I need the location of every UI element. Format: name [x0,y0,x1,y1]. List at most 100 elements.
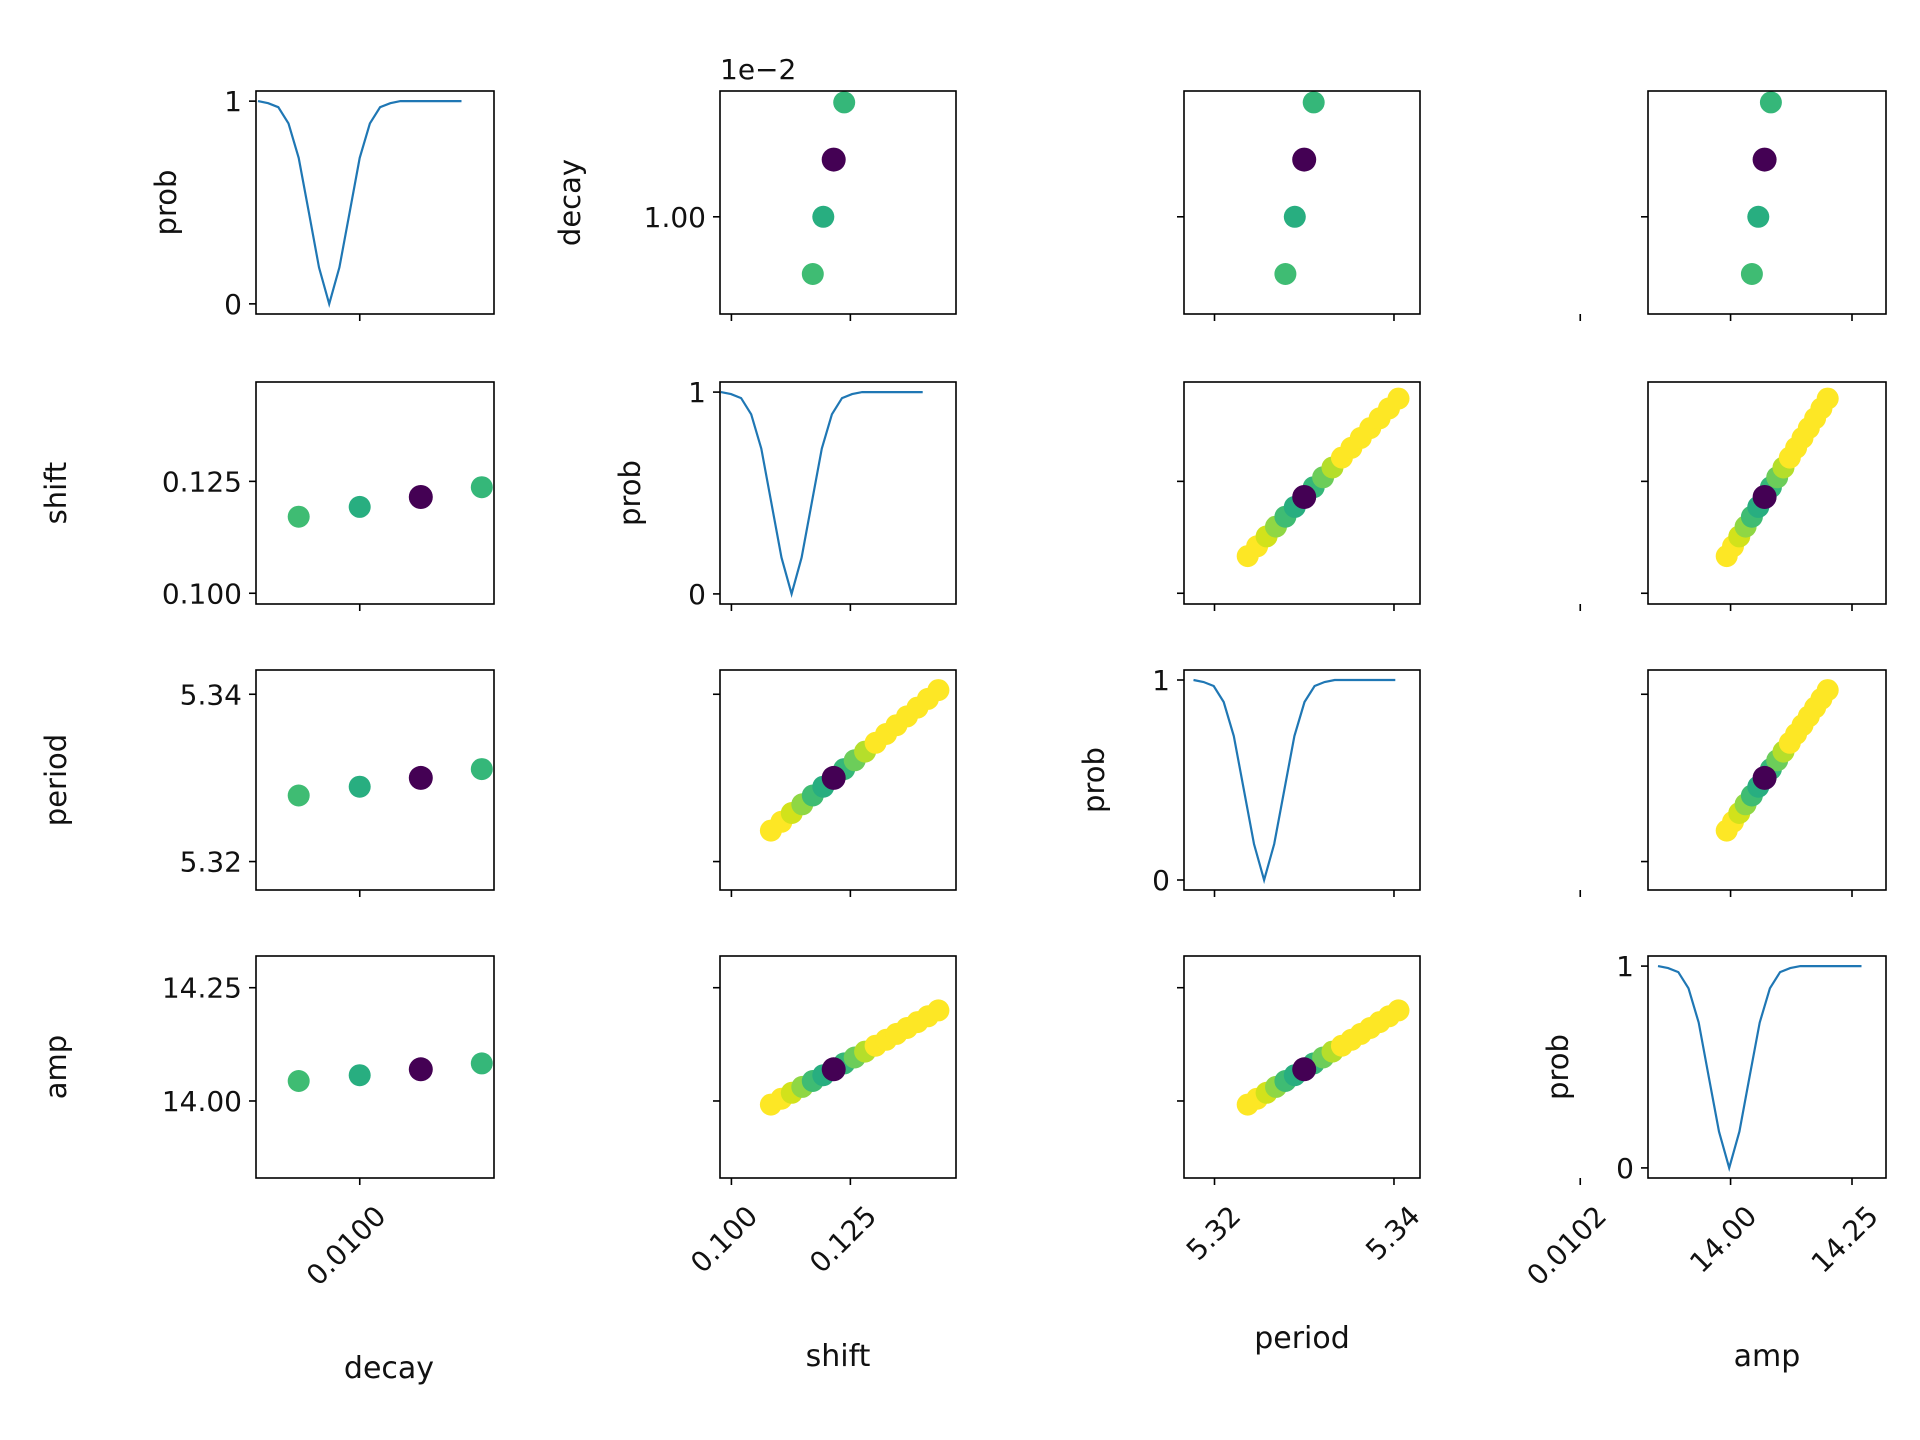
axes-frame [255,669,495,891]
sample-point [1274,263,1297,285]
sample-point [348,775,371,798]
x-tick-label: 14.25 [1805,1199,1885,1279]
y-tick-label: 0 [224,288,242,321]
sample-point [812,205,835,228]
subplot-r0-c3 [1641,90,1887,321]
axes-frame [1647,90,1887,315]
sample-point [1387,387,1410,410]
y-tick-label: 0 [1616,1152,1634,1185]
best-point [821,1057,846,1082]
sample-point [1302,91,1325,114]
y-tick-label: 1 [224,85,242,118]
prob-curve-amp [1657,964,1862,1172]
sample-point [1816,679,1839,702]
y-tick-label: 14.00 [162,1085,242,1118]
axes-frame [1647,955,1887,1179]
axes-frame [719,381,957,605]
sample-point [927,999,950,1022]
y-tick-label: 14.25 [162,972,242,1005]
y-axis-label: decay [553,159,587,246]
best-point [1752,485,1777,509]
subplot-r1-c0: 0.100 0.125 shift [39,381,1582,611]
subplot-r0-c2 [1177,90,1421,321]
sample-point [348,495,371,518]
best-point [1752,147,1777,172]
sample-point [1387,999,1410,1022]
y-axis-label: period [39,734,73,826]
sample-point [470,758,493,781]
subplot-r2-c3 [1641,669,1887,897]
best-point [408,485,433,509]
sample-point [927,679,950,702]
sample-point [287,1070,310,1092]
y-tick-label: 0.125 [162,465,242,498]
x-tick-label: 5.32 [1180,1199,1247,1266]
sample-point [287,505,310,528]
axes-frame [1647,381,1887,605]
y-axis-label: amp [39,1035,73,1099]
axes-frame [719,90,957,315]
axes-frame [1183,955,1421,1179]
subplot-r0-c0: 0 1 prob [149,85,1582,321]
sample-point [1759,91,1782,114]
y-axis-label: prob [613,460,647,526]
prob-curve-shift [720,391,923,599]
best-point [821,147,846,172]
subplot-r1-c3 [1641,381,1887,611]
y-axis-label: prob [1077,747,1111,813]
y-tick-label: 5.34 [180,678,242,711]
best-point [1292,1057,1317,1082]
sample-point [470,1052,493,1075]
y-tick-label: 0.100 [162,577,242,610]
subplot-r1-c2 [1177,381,1421,611]
x-axis-label: decay [344,1351,434,1386]
y-tick-label: 1.00 [644,201,706,234]
y-tick-label: 1 [688,376,706,409]
x-tick-label: 0.0100 [300,1199,393,1292]
sample-point [287,784,310,807]
x-axis-label: amp [1734,1339,1801,1374]
axes-frame [719,669,957,891]
axes-frame [255,955,495,1179]
axes-frame [719,955,957,1179]
sample-point [1740,263,1763,285]
sample-point [1816,387,1839,410]
x-tick-label: 0.0102 [1520,1199,1613,1292]
x-tick-label: 5.34 [1359,1199,1426,1266]
best-point [1292,147,1317,172]
sample-point [1283,205,1306,228]
subplot-r2-c2: 0 1 prob [1077,664,1421,897]
y-tick-label: 0 [688,578,706,611]
x-tick-label: 0.100 [684,1199,764,1279]
axes-frame [1183,90,1421,315]
y-tick-label: 0 [1152,864,1170,897]
x-tick-label: 14.00 [1683,1199,1763,1279]
axes-frame [255,90,495,315]
subplot-r3-c2: 5.32 5.34 period [1177,955,1427,1356]
y-tick-label: 1 [1152,664,1170,697]
best-point [408,1057,433,1082]
subplot-r2-c1 [713,669,957,897]
y-axis-label: prob [1541,1034,1575,1100]
y-axis-label: shift [39,462,73,525]
x-tick-label: 0.125 [803,1199,883,1279]
y-axis-label: prob [149,170,183,236]
best-point [1292,485,1317,509]
axes-frame [1183,381,1421,605]
y-offset-text: 1e−2 [720,53,796,86]
subplot-r0-c1: 1.001.02decay1e−2 [553,53,957,321]
y-tick-label: 1 [1616,950,1634,983]
best-point [1752,765,1777,790]
best-point [821,765,846,790]
best-point [408,765,433,790]
prob-curve-decay [257,99,462,308]
x-axis-label: period [1254,1321,1350,1356]
subplot-r1-c1: 0 1 prob [613,376,957,611]
x-axis-label: shift [806,1339,871,1374]
prob-curve-period [1193,678,1396,885]
sample-point [1747,205,1770,228]
sample-point [833,91,856,114]
axes-frame [255,381,495,605]
axes-frame [1647,669,1887,891]
